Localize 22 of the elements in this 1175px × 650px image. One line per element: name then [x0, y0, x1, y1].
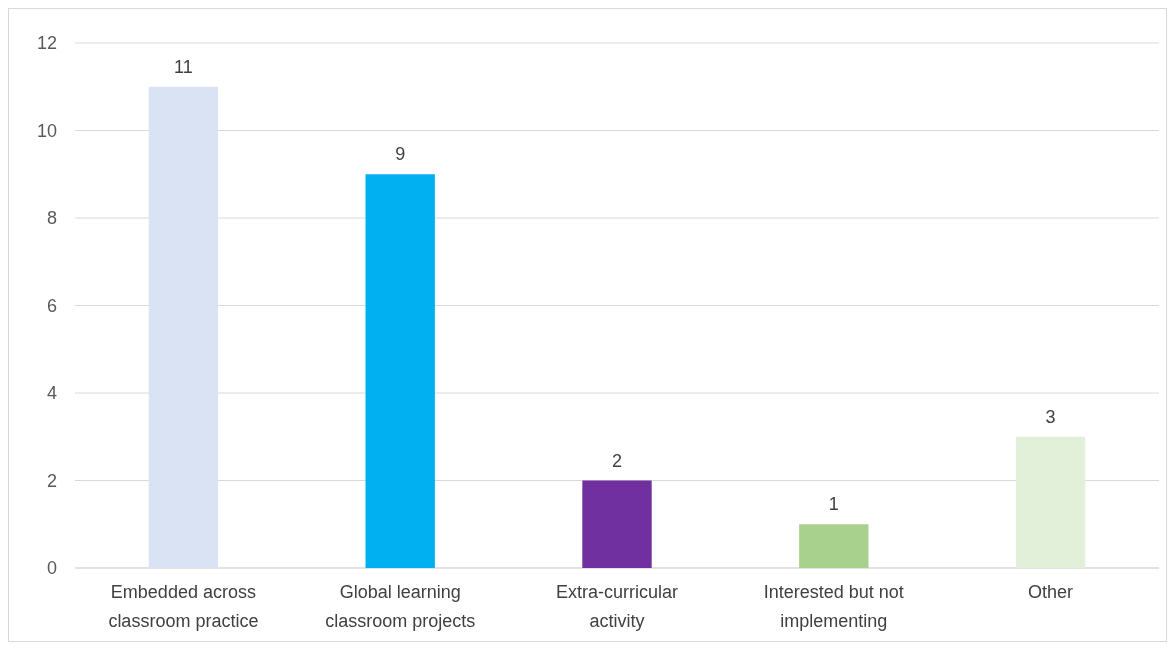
y-tick-label: 12 — [36, 33, 57, 54]
y-tick-label: 6 — [46, 295, 57, 316]
data-label: 9 — [395, 144, 406, 165]
bar — [582, 480, 652, 568]
bar — [148, 86, 219, 568]
data-label: 2 — [611, 450, 623, 471]
y-tick-label: 0 — [46, 558, 57, 579]
x-tick-label: Global learning classroom projects — [325, 582, 476, 631]
y-tick-label: 4 — [46, 383, 57, 404]
data-label: 3 — [1045, 406, 1056, 427]
x-tick-label: Embedded across classroom practice — [108, 582, 259, 631]
x-tick-label: Other — [1028, 582, 1074, 602]
x-tick-label: Interested but not implementing — [763, 582, 904, 631]
bar — [1015, 436, 1086, 568]
y-tick-label: 8 — [46, 208, 57, 229]
x-tick-label: Extra-curricular activity — [555, 582, 679, 631]
data-label: 1 — [828, 494, 839, 515]
data-label: 11 — [174, 56, 193, 77]
bar — [365, 174, 435, 568]
bar — [799, 524, 869, 568]
y-tick-label: 10 — [36, 120, 57, 141]
y-tick-label: 2 — [46, 470, 57, 491]
